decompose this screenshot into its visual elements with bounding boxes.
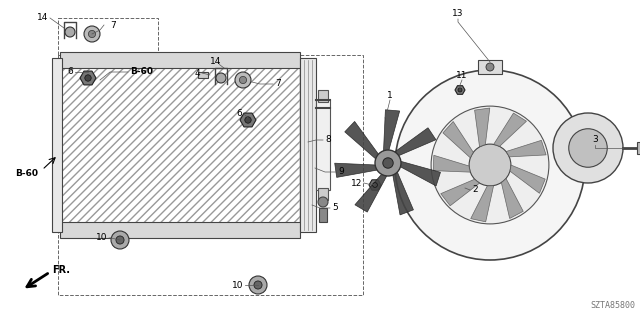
Text: 9: 9 — [338, 167, 344, 177]
Text: 6: 6 — [236, 109, 242, 118]
Polygon shape — [399, 161, 440, 186]
Text: B-60: B-60 — [15, 169, 38, 178]
Polygon shape — [392, 171, 413, 215]
Text: 6: 6 — [67, 68, 73, 76]
Text: 1: 1 — [387, 91, 393, 100]
Bar — [52, 58, 62, 232]
Circle shape — [88, 30, 95, 38]
Text: 10: 10 — [232, 281, 243, 290]
Polygon shape — [443, 122, 474, 158]
Circle shape — [486, 63, 494, 71]
Bar — [316, 100, 330, 190]
Text: FR.: FR. — [52, 265, 70, 275]
Text: 10: 10 — [95, 234, 107, 243]
Polygon shape — [335, 163, 378, 177]
Circle shape — [383, 158, 393, 168]
Polygon shape — [369, 180, 381, 190]
Circle shape — [395, 70, 585, 260]
Circle shape — [235, 72, 251, 88]
Bar — [60, 60, 300, 230]
Circle shape — [216, 73, 226, 83]
Polygon shape — [240, 113, 256, 127]
Circle shape — [375, 150, 401, 176]
Bar — [60, 60, 300, 230]
Polygon shape — [394, 128, 436, 156]
Text: 12: 12 — [351, 179, 362, 188]
Polygon shape — [441, 179, 479, 206]
Bar — [60, 52, 300, 68]
Text: 13: 13 — [452, 10, 464, 19]
Polygon shape — [501, 179, 524, 219]
Bar — [319, 208, 327, 222]
Bar — [637, 142, 640, 154]
Polygon shape — [475, 108, 490, 147]
Circle shape — [569, 129, 607, 167]
Circle shape — [249, 276, 267, 294]
Text: 11: 11 — [456, 70, 468, 79]
Polygon shape — [510, 165, 545, 193]
Circle shape — [458, 88, 462, 92]
Text: 14: 14 — [36, 13, 48, 22]
Polygon shape — [433, 155, 470, 172]
Circle shape — [254, 281, 262, 289]
Text: B-60: B-60 — [130, 68, 153, 76]
Bar — [58, 18, 158, 78]
Text: SZTA85800: SZTA85800 — [590, 301, 635, 310]
Circle shape — [245, 117, 251, 123]
Text: 7: 7 — [275, 79, 281, 89]
Text: 7: 7 — [110, 20, 116, 29]
Circle shape — [553, 113, 623, 183]
Circle shape — [84, 26, 100, 42]
Bar — [60, 222, 300, 238]
Circle shape — [111, 231, 129, 249]
Text: 4: 4 — [195, 68, 200, 77]
Polygon shape — [383, 110, 400, 152]
Text: 14: 14 — [210, 58, 221, 67]
Bar — [318, 188, 328, 200]
Polygon shape — [80, 71, 96, 85]
Polygon shape — [506, 140, 546, 157]
Bar — [318, 90, 328, 102]
Circle shape — [84, 75, 92, 81]
Bar — [478, 60, 502, 74]
Circle shape — [65, 27, 75, 37]
Circle shape — [239, 76, 246, 84]
Polygon shape — [345, 121, 380, 160]
Text: 5: 5 — [332, 204, 338, 212]
Polygon shape — [470, 186, 493, 222]
Polygon shape — [455, 86, 465, 94]
Circle shape — [469, 144, 511, 186]
Circle shape — [116, 236, 124, 244]
Text: 8: 8 — [325, 135, 331, 145]
Bar — [198, 72, 208, 78]
Bar — [300, 58, 316, 232]
Bar — [58, 55, 363, 295]
Circle shape — [431, 106, 549, 224]
Text: 3: 3 — [592, 135, 598, 145]
Polygon shape — [493, 113, 527, 147]
Polygon shape — [355, 173, 387, 212]
Circle shape — [318, 197, 328, 207]
Circle shape — [372, 183, 378, 188]
Text: 2: 2 — [472, 186, 477, 195]
